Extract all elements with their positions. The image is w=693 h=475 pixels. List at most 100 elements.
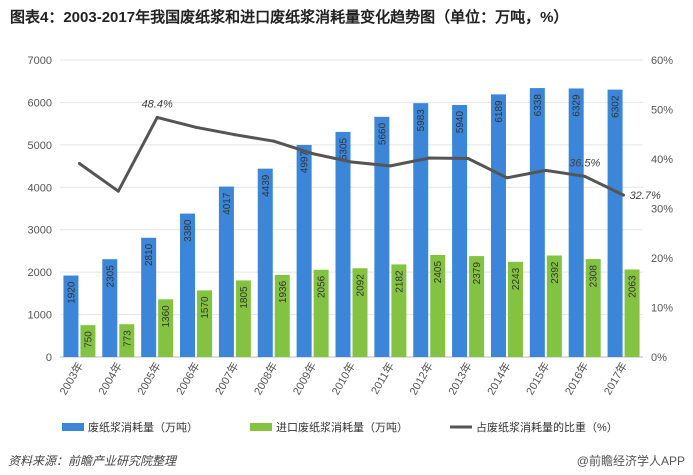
x-tick-label: 2012年 <box>406 360 436 398</box>
bar-value-label: 5940 <box>455 111 466 134</box>
share-point <box>388 164 392 168</box>
bar-import <box>274 274 290 357</box>
bar-value-label: 2092 <box>356 274 367 297</box>
y-left-tick-label: 0 <box>46 352 52 364</box>
bar-import <box>430 254 446 357</box>
bar-value-label: 2392 <box>550 261 561 284</box>
bar-import <box>80 325 96 357</box>
bar-total <box>413 103 429 357</box>
bar-value-label: 6329 <box>572 94 583 117</box>
bar-total <box>607 89 623 357</box>
credit-note: @前瞻经济学人APP <box>576 454 685 468</box>
bar-import <box>507 261 523 357</box>
bar-value-label: 1805 <box>239 286 250 309</box>
x-tick-label: 2015年 <box>523 360 553 398</box>
bar-value-label: 1570 <box>200 296 211 319</box>
x-tick-label: 2003年 <box>56 360 86 398</box>
source-note: 资料来源：前瞻产业研究院整理 <box>8 454 177 468</box>
share-point <box>544 168 548 172</box>
bar-import <box>197 290 213 357</box>
bar-import <box>624 269 640 357</box>
x-tick-label: 2004年 <box>95 360 125 398</box>
share-point <box>466 157 470 161</box>
x-tick-label: 2011年 <box>368 360 397 397</box>
share-point <box>583 174 587 178</box>
share-point <box>77 161 81 165</box>
y-left-tick-label: 3000 <box>28 225 52 237</box>
bar-value-label: 1920 <box>66 281 77 304</box>
x-tick-label: 2007年 <box>212 360 242 398</box>
x-tick-label: 2009年 <box>289 360 319 398</box>
bar-value-label: 2063 <box>628 275 639 298</box>
bar-value-label: 4439 <box>261 174 272 197</box>
y-left-tick-label: 2000 <box>28 267 52 279</box>
y-right-tick-label: 10% <box>651 303 673 315</box>
legend-label: 进口废纸浆消耗量（万吨） <box>276 420 408 434</box>
share-point <box>427 156 431 160</box>
y-right-tick-label: 20% <box>651 253 673 265</box>
bar-value-label: 2379 <box>472 262 483 285</box>
y-right-tick-label: 0% <box>651 352 667 364</box>
share-point-label: 32.7% <box>630 190 661 202</box>
share-point <box>233 133 237 137</box>
share-point-label: 36.5% <box>569 157 600 169</box>
x-tick-label: 2017年 <box>600 360 630 398</box>
share-point <box>272 139 276 143</box>
share-point <box>155 115 159 119</box>
bar-value-label: 2243 <box>511 267 522 290</box>
bar-total <box>257 168 273 357</box>
x-tick-label: 2014年 <box>484 360 514 398</box>
bar-value-label: 5660 <box>377 122 388 145</box>
bar-value-label: 4997 <box>300 151 311 174</box>
bar-value-label: 2056 <box>317 275 328 298</box>
bar-total <box>374 116 390 358</box>
x-tick-label: 2010年 <box>328 360 358 398</box>
bar-import <box>313 269 329 357</box>
bar-value-label: 5983 <box>416 109 427 132</box>
share-point <box>622 193 626 197</box>
bar-value-label: 1360 <box>161 305 172 328</box>
bar-value-label: 750 <box>83 331 94 348</box>
bar-import <box>546 255 562 357</box>
y-left-tick-label: 6000 <box>28 97 52 109</box>
bar-value-label: 2810 <box>144 243 155 266</box>
bar-value-label: 2305 <box>105 265 116 288</box>
bar-value-label: 6302 <box>611 95 622 118</box>
share-point <box>194 125 198 129</box>
bar-total <box>218 186 234 357</box>
bar-value-label: 2308 <box>589 265 600 288</box>
bar-total <box>63 275 79 357</box>
bar-total <box>180 213 196 357</box>
share-point <box>350 160 353 164</box>
y-left-tick-label: 4000 <box>28 182 52 194</box>
legend-label: 废纸浆消耗量（万吨） <box>88 420 198 434</box>
bar-value-label: 4017 <box>222 192 233 215</box>
share-point <box>505 176 509 180</box>
y-right-tick-label: 30% <box>651 204 673 216</box>
bar-value-label: 3380 <box>183 219 194 242</box>
x-tick-label: 2016年 <box>561 360 591 398</box>
share-point <box>116 189 120 193</box>
bar-total <box>568 88 584 357</box>
x-tick-label: 2005年 <box>134 360 164 398</box>
bar-import <box>391 264 407 357</box>
bar-value-label: 773 <box>122 330 133 347</box>
bar-import <box>119 324 135 357</box>
bar-import <box>352 268 368 357</box>
legend-swatch <box>62 423 84 431</box>
bar-import <box>158 299 174 357</box>
y-right-tick-label: 50% <box>651 105 673 117</box>
legend-swatch <box>250 423 272 431</box>
bar-total <box>490 94 506 357</box>
y-left-tick-label: 5000 <box>28 140 52 152</box>
x-tick-label: 2013年 <box>445 360 475 398</box>
bar-value-label: 6189 <box>494 100 505 123</box>
y-right-tick-label: 60% <box>651 55 673 67</box>
legend-label: 占废纸浆消耗量的比重（%） <box>476 420 618 434</box>
x-tick-label: 2008年 <box>250 360 280 398</box>
chart-title: 图表4：2003-2017年我国废纸浆和进口废纸浆消耗量变化趋势图（单位：万吨，… <box>10 9 569 26</box>
bar-value-label: 2405 <box>433 261 444 284</box>
bar-total <box>529 88 545 358</box>
